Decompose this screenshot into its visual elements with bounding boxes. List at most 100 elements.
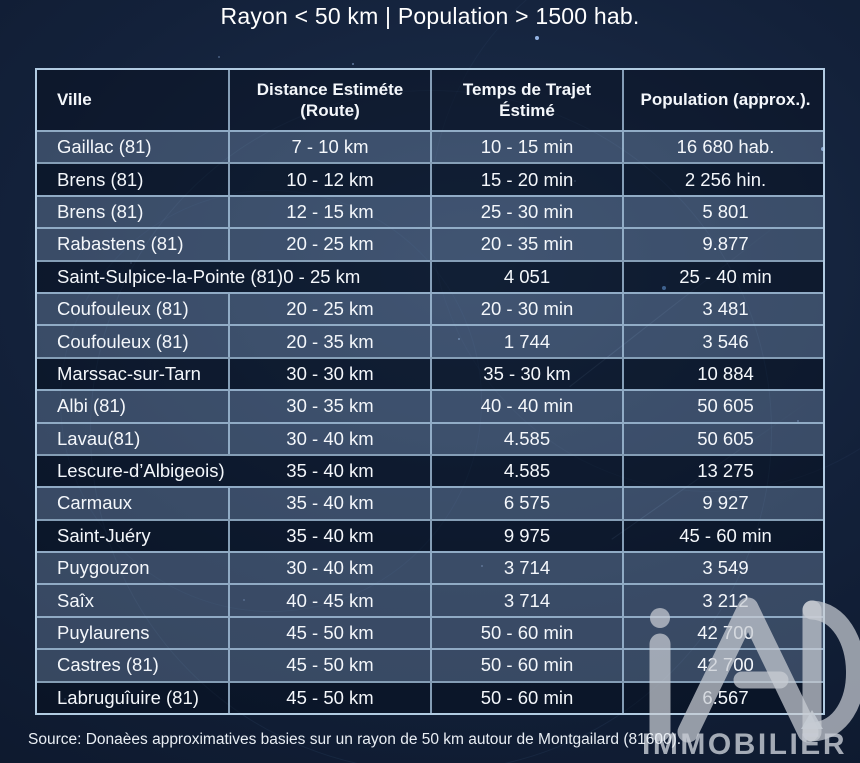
table-row: Lescure-d’Albigeois) 35 - 40 km 4.585 13 27… — [37, 453, 823, 487]
ville-cell: Brens (81) — [37, 196, 230, 228]
value-cell: 50 - 60 min — [432, 617, 624, 649]
value-cell: 40 - 45 km — [230, 585, 432, 616]
value-cell: 4.585 — [432, 455, 624, 487]
value-cell: 12 - 15 km — [230, 196, 432, 228]
ville-cell: Albi (81) — [37, 391, 230, 422]
ville-cell: Saint-Sulpice-la-Pointe (81)0 - 25 km — [37, 261, 432, 292]
value-cell: 6.567 — [702, 686, 749, 708]
value-cell: 45 - 60 min — [679, 524, 772, 546]
value-cell: 4 051 — [432, 261, 624, 292]
value-cell: 10 - 15 min — [432, 132, 624, 163]
value-cell: 25 - 40 min — [679, 265, 772, 287]
value-cell: 3 212 — [702, 589, 749, 611]
value-cell: 30 - 30 km — [230, 358, 432, 390]
ville-cell: Saint-Juéry — [37, 520, 230, 552]
ville-cell: Saîx — [37, 585, 230, 616]
value-cell: 20 - 35 min — [432, 229, 624, 260]
table-row: Rabastens (81) 20 - 25 km 20 - 35 min 9.877 — [37, 227, 823, 260]
value-cell: 30 - 40 km — [230, 423, 432, 454]
header-cell: Population (approx.). — [640, 90, 811, 110]
value-cell: 35 - 30 km — [432, 358, 624, 390]
table-row: Lavau(81) 30 - 40 km 4.585 50 605 — [37, 421, 823, 454]
value-cell: 3 546 — [702, 330, 749, 352]
header-cell: Ville — [37, 70, 230, 130]
ville-cell: Marssac-sur-Tarn — [37, 358, 230, 390]
value-cell: 9 975 — [432, 520, 624, 552]
value-cell: 42 700 — [697, 654, 754, 676]
ville-cell: Coufouleux (81) — [37, 293, 230, 325]
value-cell: 5 801 — [702, 200, 749, 222]
ville-cell: Labruguîuire (81) — [37, 682, 230, 714]
value-cell: 6 575 — [432, 488, 624, 519]
value-cell: 35 - 40 km — [230, 488, 432, 519]
table-row: Marssac-sur-Tarn 30 - 30 km 35 - 30 km 10 8… — [37, 356, 823, 390]
value-cell: 30 - 35 km — [230, 391, 432, 422]
table-row: Labruguîuire (81) 45 - 50 km 50 - 60 min 6.… — [37, 680, 823, 714]
value-cell: 3 714 — [432, 553, 624, 584]
header-cell: Distance Estiméte (Route) — [230, 70, 432, 130]
value-cell: 20 - 25 km — [230, 293, 432, 325]
source-note: Source: Donaèes approximatives basies su… — [28, 731, 682, 748]
value-cell: 45 - 50 km — [230, 682, 432, 714]
value-cell: 30 - 40 km — [230, 553, 432, 584]
table-row: Coufouleux (81) 20 - 25 km 20 - 30 min 3 48… — [37, 291, 823, 325]
value-cell: 9.877 — [702, 233, 749, 255]
value-cell: 50 - 60 min — [432, 650, 624, 681]
value-cell: 3 549 — [702, 557, 749, 579]
ville-cell: Gaillac (81) — [37, 132, 230, 163]
table-row: Puygouzon 30 - 40 km 3 714 3 549 — [37, 551, 823, 584]
value-cell: 9 927 — [702, 492, 749, 514]
ville-cell: Lavau(81) — [37, 423, 230, 454]
value-cell: 25 - 30 min — [432, 196, 624, 228]
value-cell: 7 - 10 km — [230, 132, 432, 163]
value-cell: 20 - 25 km — [230, 229, 432, 260]
value-cell: 50 605 — [697, 427, 754, 449]
table-row: Albi (81) 30 - 35 km 40 - 40 min 50 605 — [37, 389, 823, 422]
value-cell: 50 - 60 min — [432, 682, 624, 714]
ville-cell: Castres (81) — [37, 650, 230, 681]
table-row: Castres (81) 45 - 50 km 50 - 60 min 42 700 — [37, 648, 823, 681]
value-cell: 3 714 — [432, 585, 624, 616]
ville-cell: Rabastens (81) — [37, 229, 230, 260]
value-cell: 3 481 — [702, 298, 749, 320]
value-cell: 1 744 — [432, 326, 624, 357]
ville-cell: Lescure-d’Albigeois) — [57, 460, 225, 482]
value-cell: 45 - 50 km — [230, 617, 432, 649]
table-header-row: Ville Distance Estiméte (Route) Temps de T… — [37, 70, 823, 130]
value-cell: 4.585 — [432, 423, 624, 454]
value-cell: 15 - 20 min — [432, 164, 624, 195]
table-row: Brens (81) 10 - 12 km 15 - 20 min 2 256 hin… — [37, 162, 823, 195]
value-cell: 50 605 — [697, 395, 754, 417]
star-dots — [0, 0, 2, 2]
value-cell: 45 - 50 km — [230, 650, 432, 681]
value-cell: 13 275 — [697, 460, 754, 482]
value-cell: 10 884 — [697, 362, 754, 384]
table-row: Carmaux 35 - 40 km 6 575 9 927 — [37, 486, 823, 519]
table-row: Puylaurens 45 - 50 km 50 - 60 min 42 700 — [37, 615, 823, 649]
value-cell: 35 - 40 km — [230, 520, 432, 552]
ville-cell: Brens (81) — [37, 164, 230, 195]
table-body: Gaillac (81) 7 - 10 km 10 - 15 min 16 680 h… — [37, 130, 823, 714]
value-cell: 20 - 35 km — [230, 326, 432, 357]
value-cell: 16 680 hab. — [676, 136, 775, 158]
ville-cell: Puylaurens — [37, 617, 230, 649]
data-table: Ville Distance Estiméte (Route) Temps de T… — [35, 68, 825, 715]
ville-cell: Puygouzon — [37, 553, 230, 584]
value-cell: 2 256 hin. — [684, 168, 767, 190]
page-title: Rayon < 50 km | Population > 1500 hab. — [220, 3, 640, 29]
table-row: Coufouleux (81) 20 - 35 km 1 744 3 546 — [37, 324, 823, 357]
ville-cell: Coufouleux (81) — [37, 326, 230, 357]
table-row: Saîx 40 - 45 km 3 714 3 212 — [37, 583, 823, 616]
table-row: Saint-Juéry 35 - 40 km 9 975 45 - 60 min — [37, 518, 823, 552]
table-row: Gaillac (81) 7 - 10 km 10 - 15 min 16 680 h… — [37, 130, 823, 163]
table-row: Saint-Sulpice-la-Pointe (81)0 - 25 km 4 0… — [37, 259, 823, 292]
value-cell: 40 - 40 min — [432, 391, 624, 422]
value-cell: 35 - 40 km — [230, 455, 432, 487]
ville-cell: Carmaux — [37, 488, 230, 519]
value-cell: 42 700 — [697, 622, 754, 644]
value-cell: 10 - 12 km — [230, 164, 432, 195]
value-cell: 20 - 30 min — [432, 293, 624, 325]
header-cell: Temps de Trajet Éstimé — [432, 70, 624, 130]
table-row: Brens (81) 12 - 15 km 25 - 30 min 5 801 — [37, 194, 823, 228]
